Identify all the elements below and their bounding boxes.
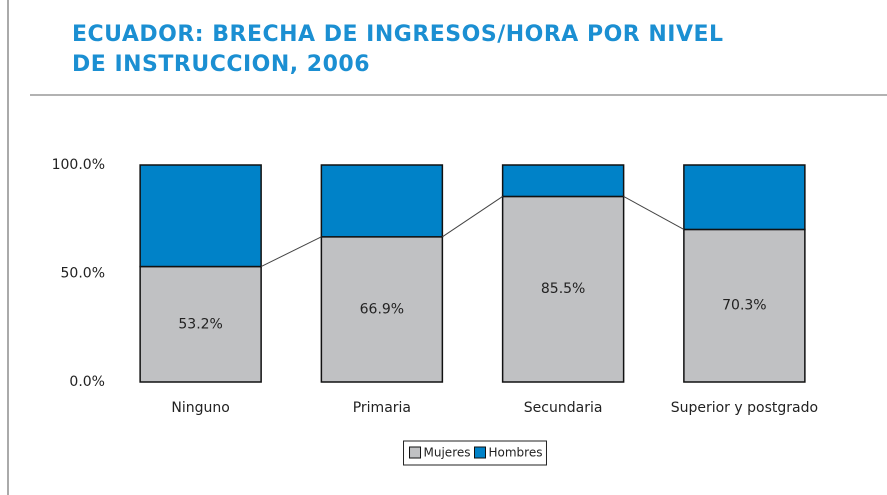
connector-line [623,196,685,230]
value-label: 70.3% [722,298,766,314]
legend-swatch [409,446,422,459]
bar-segment [501,164,625,198]
value-label: 66.9% [360,301,404,317]
x-tick-label: Ninguno [171,400,229,416]
bar-segment [139,164,262,268]
connector-line [260,236,322,268]
value-label: 85.5% [541,281,585,297]
bar-segment [501,195,625,383]
x-tick-label: Secundaria [524,400,603,416]
y-tick-label: 100.0% [52,157,105,173]
legend: Mujeres Hombres [403,440,547,466]
x-tick-label: Superior y postgrado [671,400,818,416]
bar-segment [320,236,444,383]
bar-segment [683,228,806,383]
chart-title: ECUADOR: BRECHA DE INGRESOS/HORA POR NIV… [72,22,724,77]
legend-label: Mujeres [424,446,471,460]
legend-swatch [474,446,486,459]
x-tick-label: Primaria [353,400,411,416]
y-tick-label: 50.0% [61,266,105,282]
legend-label: Hombres [489,446,543,460]
y-tick-label: 0.0% [69,374,105,390]
bar-segment [139,265,262,383]
bar-segment [320,164,444,238]
bar-segment [683,164,806,231]
value-label: 53.2% [178,316,222,332]
connector-line [442,196,503,238]
